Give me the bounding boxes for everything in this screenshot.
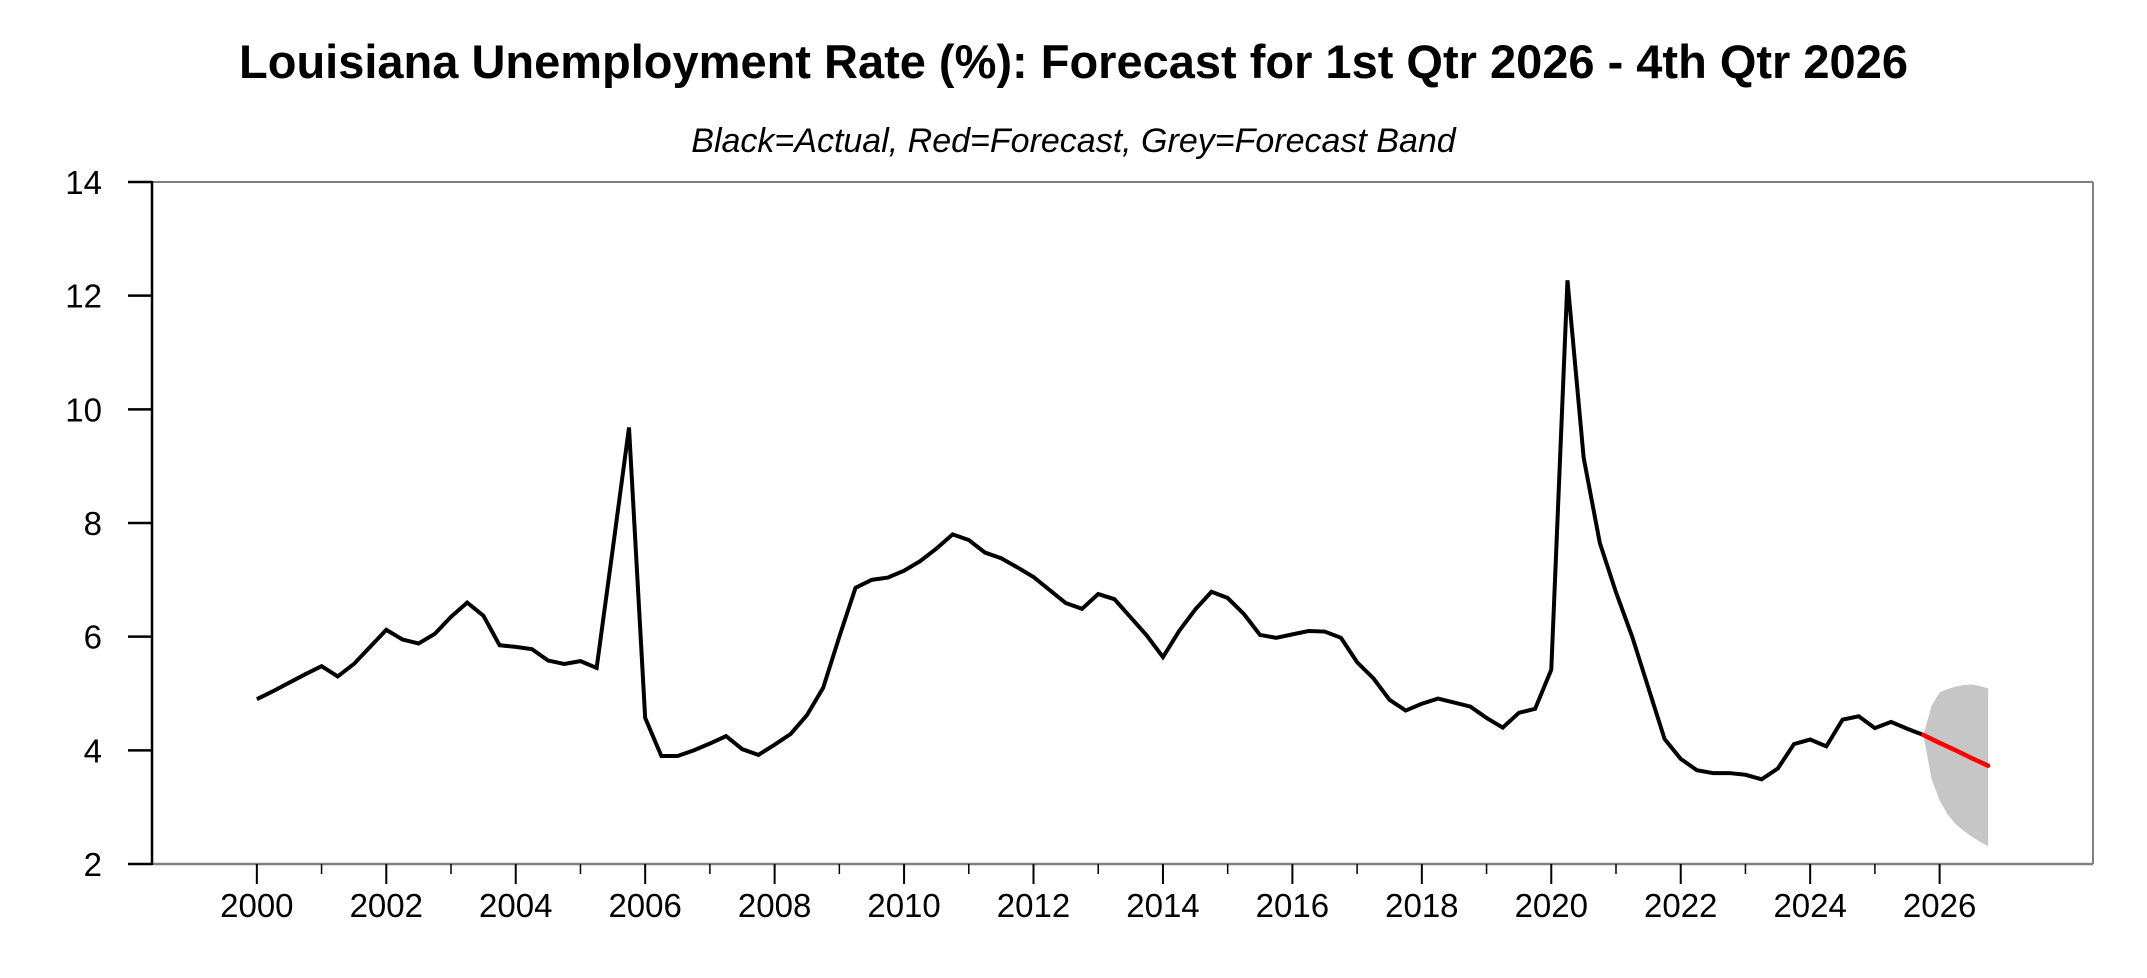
- x-tick-label: 2018: [1385, 887, 1458, 924]
- x-tick-label: 2010: [867, 887, 940, 924]
- y-tick-label: 8: [84, 505, 102, 542]
- y-tick-label: 14: [65, 164, 102, 201]
- x-tick-label: 2014: [1126, 887, 1199, 924]
- forecast-band: [1923, 684, 1989, 847]
- x-tick-label: 2022: [1644, 887, 1717, 924]
- x-tick-label: 2020: [1515, 887, 1588, 924]
- chart-subtitle: Black=Actual, Red=Forecast, Grey=Forecas…: [691, 122, 1456, 160]
- x-tick-label: 2006: [608, 887, 681, 924]
- x-tick-label: 2024: [1773, 887, 1846, 924]
- x-tick-label: 2000: [220, 887, 293, 924]
- x-tick-label: 2002: [350, 887, 423, 924]
- y-tick-label: 10: [65, 391, 102, 428]
- x-tick-label: 2012: [997, 887, 1070, 924]
- x-tick-label: 2008: [738, 887, 811, 924]
- x-tick-label: 2004: [479, 887, 552, 924]
- y-tick-label: 4: [84, 732, 102, 769]
- actual-line: [255, 280, 1925, 782]
- forecast-line: [1921, 732, 1991, 768]
- x-tick-label: 2016: [1256, 887, 1329, 924]
- y-tick-label: 2: [84, 846, 102, 883]
- x-tick-label: 2026: [1903, 887, 1976, 924]
- chart-title: Louisiana Unemployment Rate (%): Forecas…: [239, 35, 1908, 88]
- y-tick-label: 6: [84, 619, 102, 656]
- y-tick-label: 12: [65, 278, 102, 315]
